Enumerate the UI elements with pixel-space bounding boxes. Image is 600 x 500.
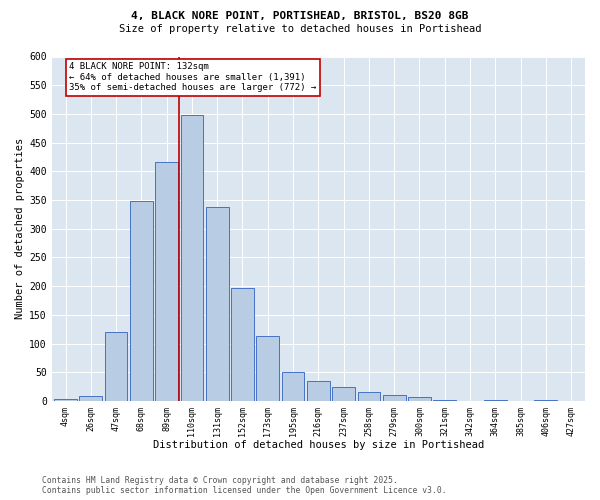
X-axis label: Distribution of detached houses by size in Portishead: Distribution of detached houses by size … xyxy=(153,440,484,450)
Bar xyxy=(206,207,229,401)
Y-axis label: Number of detached properties: Number of detached properties xyxy=(15,138,25,320)
Bar xyxy=(383,395,406,401)
Bar xyxy=(408,397,431,401)
Text: Size of property relative to detached houses in Portishead: Size of property relative to detached ho… xyxy=(119,24,481,34)
Bar xyxy=(155,162,178,401)
Bar xyxy=(332,387,355,401)
Bar xyxy=(484,400,506,401)
Bar xyxy=(105,332,127,401)
Bar xyxy=(79,396,102,401)
Text: Contains HM Land Registry data © Crown copyright and database right 2025.
Contai: Contains HM Land Registry data © Crown c… xyxy=(42,476,446,495)
Text: 4 BLACK NORE POINT: 132sqm
← 64% of detached houses are smaller (1,391)
35% of s: 4 BLACK NORE POINT: 132sqm ← 64% of deta… xyxy=(70,62,317,92)
Bar xyxy=(535,400,557,401)
Bar xyxy=(433,400,456,401)
Bar xyxy=(281,372,304,401)
Bar xyxy=(54,398,77,401)
Bar xyxy=(231,288,254,401)
Bar xyxy=(181,115,203,401)
Bar xyxy=(358,392,380,401)
Bar xyxy=(307,381,330,401)
Text: 4, BLACK NORE POINT, PORTISHEAD, BRISTOL, BS20 8GB: 4, BLACK NORE POINT, PORTISHEAD, BRISTOL… xyxy=(131,11,469,21)
Bar xyxy=(130,201,153,401)
Bar xyxy=(256,336,279,401)
